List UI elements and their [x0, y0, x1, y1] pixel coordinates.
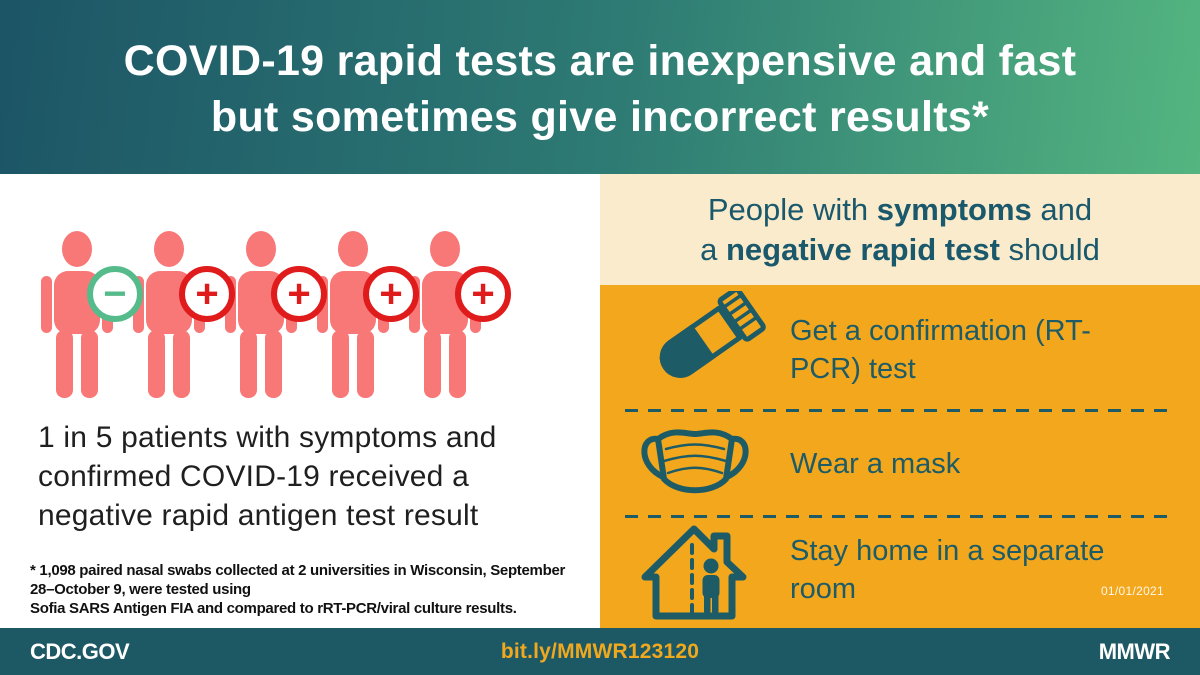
person-icon-positive: +	[314, 230, 419, 400]
footer-bar: CDC.GOV bit.ly/MMWR123120 MMWR	[0, 628, 1200, 675]
title-line-1: COVID-19 rapid tests are inexpensive and…	[123, 37, 1077, 85]
positive-badge: +	[455, 266, 511, 322]
action-label: Get a confirmation (RT-PCR) test	[790, 315, 1091, 385]
plus-icon: +	[379, 272, 403, 316]
action-wear-mask: Wear a mask	[600, 412, 1200, 515]
house-icon	[600, 518, 790, 622]
footnote-line-2: Sofia SARS Antigen FIA and compared to r…	[30, 600, 517, 617]
recommendation-header: People with symptoms and a negative rapi…	[600, 174, 1200, 285]
main-title: COVID-19 rapid tests are inexpensive and…	[124, 33, 1077, 145]
footnote: * 1,098 paired nasal swabs collected at …	[30, 561, 585, 618]
title-line-2: but sometimes give incorrect results*	[210, 93, 990, 141]
recommendation-section: People with symptoms and a negative rapi…	[600, 174, 1200, 628]
minus-icon: −	[103, 272, 127, 316]
mmwr-logo: MMWR	[1098, 638, 1171, 664]
action-label: Stay home in a separate room	[790, 535, 1105, 605]
people-row: − +	[38, 230, 600, 400]
action-stay-home: Stay home in a separate room	[600, 518, 1200, 622]
person-icon-positive: +	[130, 230, 235, 400]
positive-badge: +	[271, 266, 327, 322]
cdc-gov-link[interactable]: CDC.GOV	[30, 638, 130, 664]
mask-icon	[600, 419, 790, 509]
dashed-divider	[625, 515, 1175, 518]
header-text: should	[999, 231, 1100, 267]
bitly-link[interactable]: bit.ly/MMWR123120	[500, 639, 700, 663]
header-text: a	[700, 231, 726, 267]
person-pictogram	[409, 231, 481, 398]
plus-icon: +	[471, 272, 495, 316]
statistic-section: − +	[0, 174, 600, 628]
header-banner: COVID-19 rapid tests are inexpensive and…	[0, 0, 1200, 174]
person-icon-negative: −	[38, 230, 143, 400]
action-get-confirmation-test: Get a confirmation (RT-PCR) test	[600, 291, 1200, 409]
action-label: Wear a mask	[790, 447, 961, 480]
positive-badge: +	[179, 266, 235, 322]
plus-icon: +	[195, 272, 219, 316]
action-list: Get a confirmation (RT-PCR) test	[600, 285, 1200, 628]
plus-icon: +	[287, 272, 311, 316]
dashed-divider	[625, 409, 1175, 412]
statistic-text: 1 in 5 patients with symptoms and confir…	[38, 421, 497, 532]
negative-badge: −	[87, 266, 143, 322]
header-text: and	[1031, 191, 1093, 227]
positive-badge: +	[363, 266, 419, 322]
person-icon-positive: +	[222, 230, 327, 400]
date-label: 01/01/2021	[1100, 584, 1164, 598]
person-icon-positive: +	[406, 230, 511, 400]
header-bold-negative-test: negative rapid test	[725, 231, 1000, 267]
footnote-line-1: * 1,098 paired nasal swabs collected at …	[30, 562, 566, 598]
test-tube-icon	[600, 291, 790, 409]
header-text: People with	[707, 191, 877, 227]
header-bold-symptoms: symptoms	[876, 191, 1032, 227]
